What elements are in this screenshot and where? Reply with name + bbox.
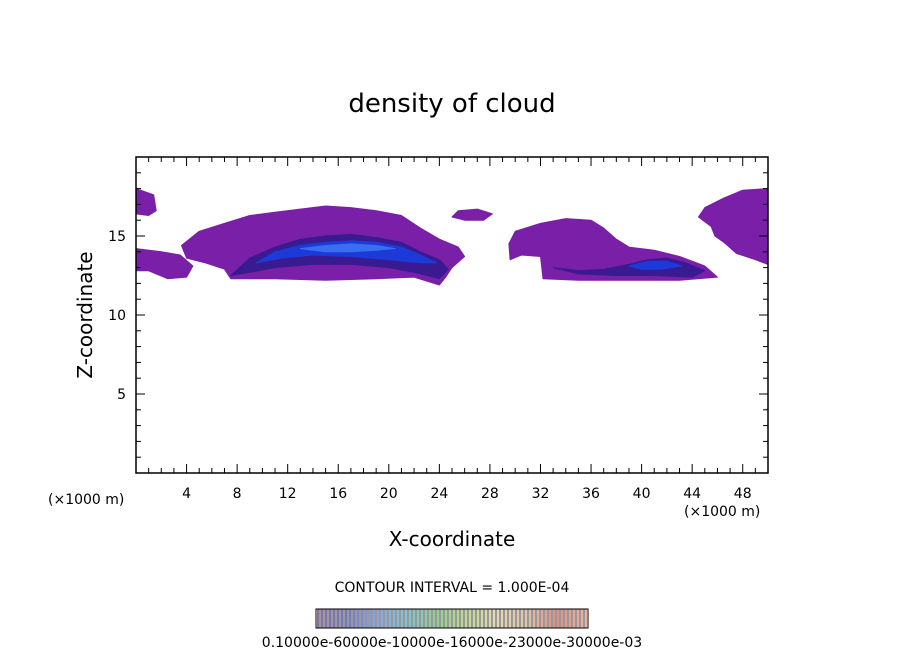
colorbar-frame bbox=[315, 608, 589, 629]
colorbar-labels: 0.10000e-60000e-10000e-16000e-23000e-300… bbox=[262, 635, 642, 651]
x-tick-label: 48 bbox=[734, 486, 752, 502]
y-tick-labels: 5 10 15 bbox=[108, 229, 126, 403]
x-tick-label: 20 bbox=[380, 486, 398, 502]
x-tick-label: 8 bbox=[233, 486, 242, 502]
cloud-region-mid-small bbox=[451, 208, 493, 221]
cloud-region-right-edge bbox=[698, 188, 769, 265]
colorbar bbox=[317, 609, 589, 628]
x-tick-label: 44 bbox=[683, 486, 701, 502]
x-tick-label: 16 bbox=[329, 486, 347, 502]
plot-frame bbox=[135, 156, 769, 474]
x-tick-label: 24 bbox=[430, 486, 448, 502]
cloud-density-field bbox=[135, 188, 769, 286]
y-tick-label: 5 bbox=[117, 387, 126, 403]
x-tick-label: 36 bbox=[582, 486, 600, 502]
x-tick-label: 40 bbox=[633, 486, 651, 502]
x-axis-title: X-coordinate bbox=[389, 527, 516, 551]
cloud-region-left-top bbox=[135, 188, 157, 216]
x-tick-labels: 4 8 12 16 20 24 28 32 36 40 44 48 bbox=[182, 486, 752, 502]
x-unit-left: (×1000 m) bbox=[48, 492, 124, 508]
axis-ticks bbox=[136, 157, 768, 473]
x-unit-right: (×1000 m) bbox=[684, 504, 760, 520]
x-tick-label: 4 bbox=[182, 486, 191, 502]
x-tick-label: 32 bbox=[532, 486, 550, 502]
x-tick-label: 28 bbox=[481, 486, 499, 502]
x-tick-label: 12 bbox=[279, 486, 297, 502]
cloud-region-main-inner-3 bbox=[299, 243, 396, 253]
y-axis-title: Z-coordinate bbox=[73, 251, 97, 378]
chart-title: density of cloud bbox=[348, 89, 555, 119]
contour-interval: CONTOUR INTERVAL = 1.000E-04 bbox=[335, 580, 570, 596]
cloud-region-mid-right-inner-2 bbox=[628, 260, 683, 270]
cloud-region-left-edge bbox=[135, 248, 194, 280]
y-tick-label: 15 bbox=[108, 229, 126, 245]
y-tick-label: 10 bbox=[108, 308, 126, 324]
